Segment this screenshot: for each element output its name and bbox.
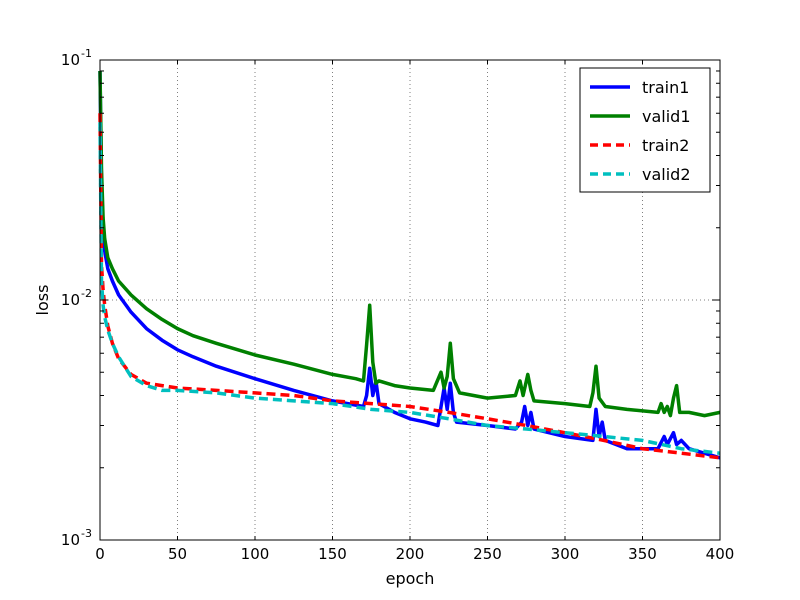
legend-label-valid1: valid1 bbox=[642, 107, 691, 126]
x-tick-label: 300 bbox=[551, 545, 580, 563]
x-tick-label: 50 bbox=[168, 545, 187, 563]
x-tick-label: 150 bbox=[318, 545, 347, 563]
x-tick-label: 100 bbox=[241, 545, 270, 563]
x-tick-label: 200 bbox=[396, 545, 425, 563]
grid bbox=[100, 60, 720, 540]
x-axis-label: epoch bbox=[386, 569, 435, 588]
legend-label-train2: train2 bbox=[642, 136, 689, 155]
y-tick-label: 10 bbox=[61, 51, 80, 69]
ticks bbox=[99, 59, 721, 541]
y-tick-label-exponent: -3 bbox=[81, 527, 92, 540]
legend-label-train1: train1 bbox=[642, 78, 689, 97]
x-tick-label: 350 bbox=[628, 545, 657, 563]
y-tick-label-exponent: -2 bbox=[81, 287, 92, 300]
y-tick-label: 10 bbox=[61, 531, 80, 549]
legend: train1 valid1 train2 valid2 bbox=[579, 67, 711, 193]
series-line-valid2 bbox=[98, 122, 721, 455]
x-tick-label: 250 bbox=[473, 545, 502, 563]
y-axis-label: loss bbox=[33, 285, 52, 316]
y-tick-label-exponent: -1 bbox=[81, 47, 92, 60]
y-tick-label: 10 bbox=[61, 291, 80, 309]
series-layer bbox=[98, 70, 721, 460]
series-line-valid1 bbox=[98, 70, 721, 418]
x-tick-label: 0 bbox=[95, 545, 105, 563]
x-tick-label: 400 bbox=[706, 545, 735, 563]
legend-label-valid2: valid2 bbox=[642, 165, 691, 184]
